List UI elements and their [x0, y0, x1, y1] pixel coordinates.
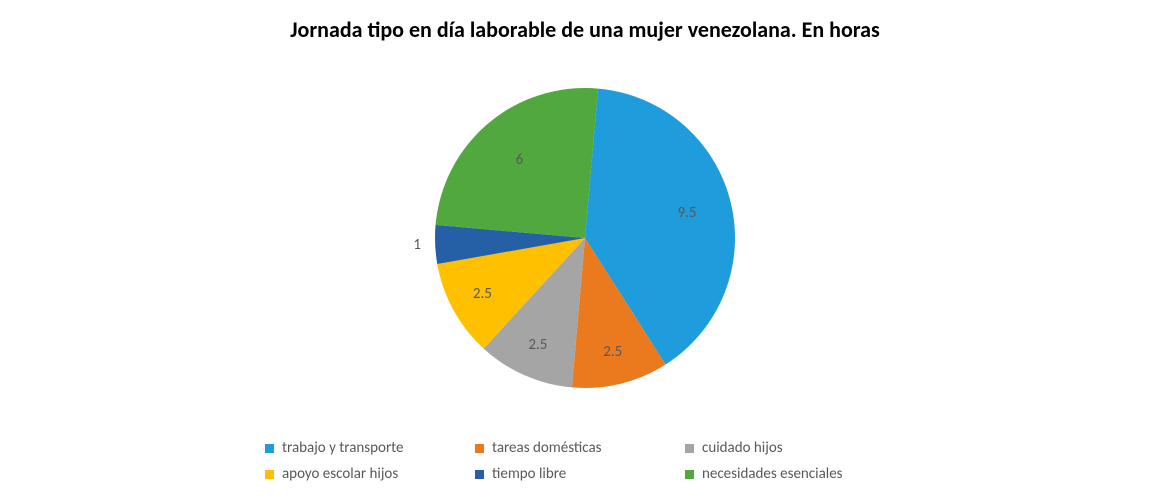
legend-item: tiempo libre — [475, 465, 685, 483]
slice-value-label: 9.5 — [677, 204, 696, 222]
legend-label: apoyo escolar hijos — [282, 465, 398, 483]
legend-label: tareas domésticas — [492, 439, 602, 457]
legend-swatch — [475, 444, 484, 453]
legend-item: necesidades esenciales — [685, 465, 895, 483]
legend-label: trabajo y transporte — [282, 439, 404, 457]
slice-value-label: 1 — [413, 236, 421, 254]
slice-value-label: 2.5 — [528, 336, 547, 354]
legend: trabajo y transporte tareas domésticas cui… — [265, 439, 905, 483]
legend-item: trabajo y transporte — [265, 439, 475, 457]
pie-chart — [433, 86, 737, 390]
chart-container: Jornada tipo en día laborable de una muj… — [0, 0, 1170, 503]
legend-label: tiempo libre — [492, 465, 566, 483]
legend-item: tareas domésticas — [475, 439, 685, 457]
legend-swatch — [685, 444, 694, 453]
chart-title: Jornada tipo en día laborable de una muj… — [0, 16, 1170, 43]
slice-value-label: 2.5 — [603, 343, 622, 361]
slice-value-label: 2.5 — [473, 285, 492, 303]
legend-item: apoyo escolar hijos — [265, 465, 475, 483]
legend-swatch — [475, 470, 484, 479]
legend-swatch — [685, 470, 694, 479]
legend-item: cuidado hijos — [685, 439, 895, 457]
legend-swatch — [265, 444, 274, 453]
legend-label: necesidades esenciales — [702, 465, 843, 483]
legend-swatch — [265, 470, 274, 479]
legend-label: cuidado hijos — [702, 439, 783, 457]
slice-value-label: 6 — [516, 151, 524, 169]
